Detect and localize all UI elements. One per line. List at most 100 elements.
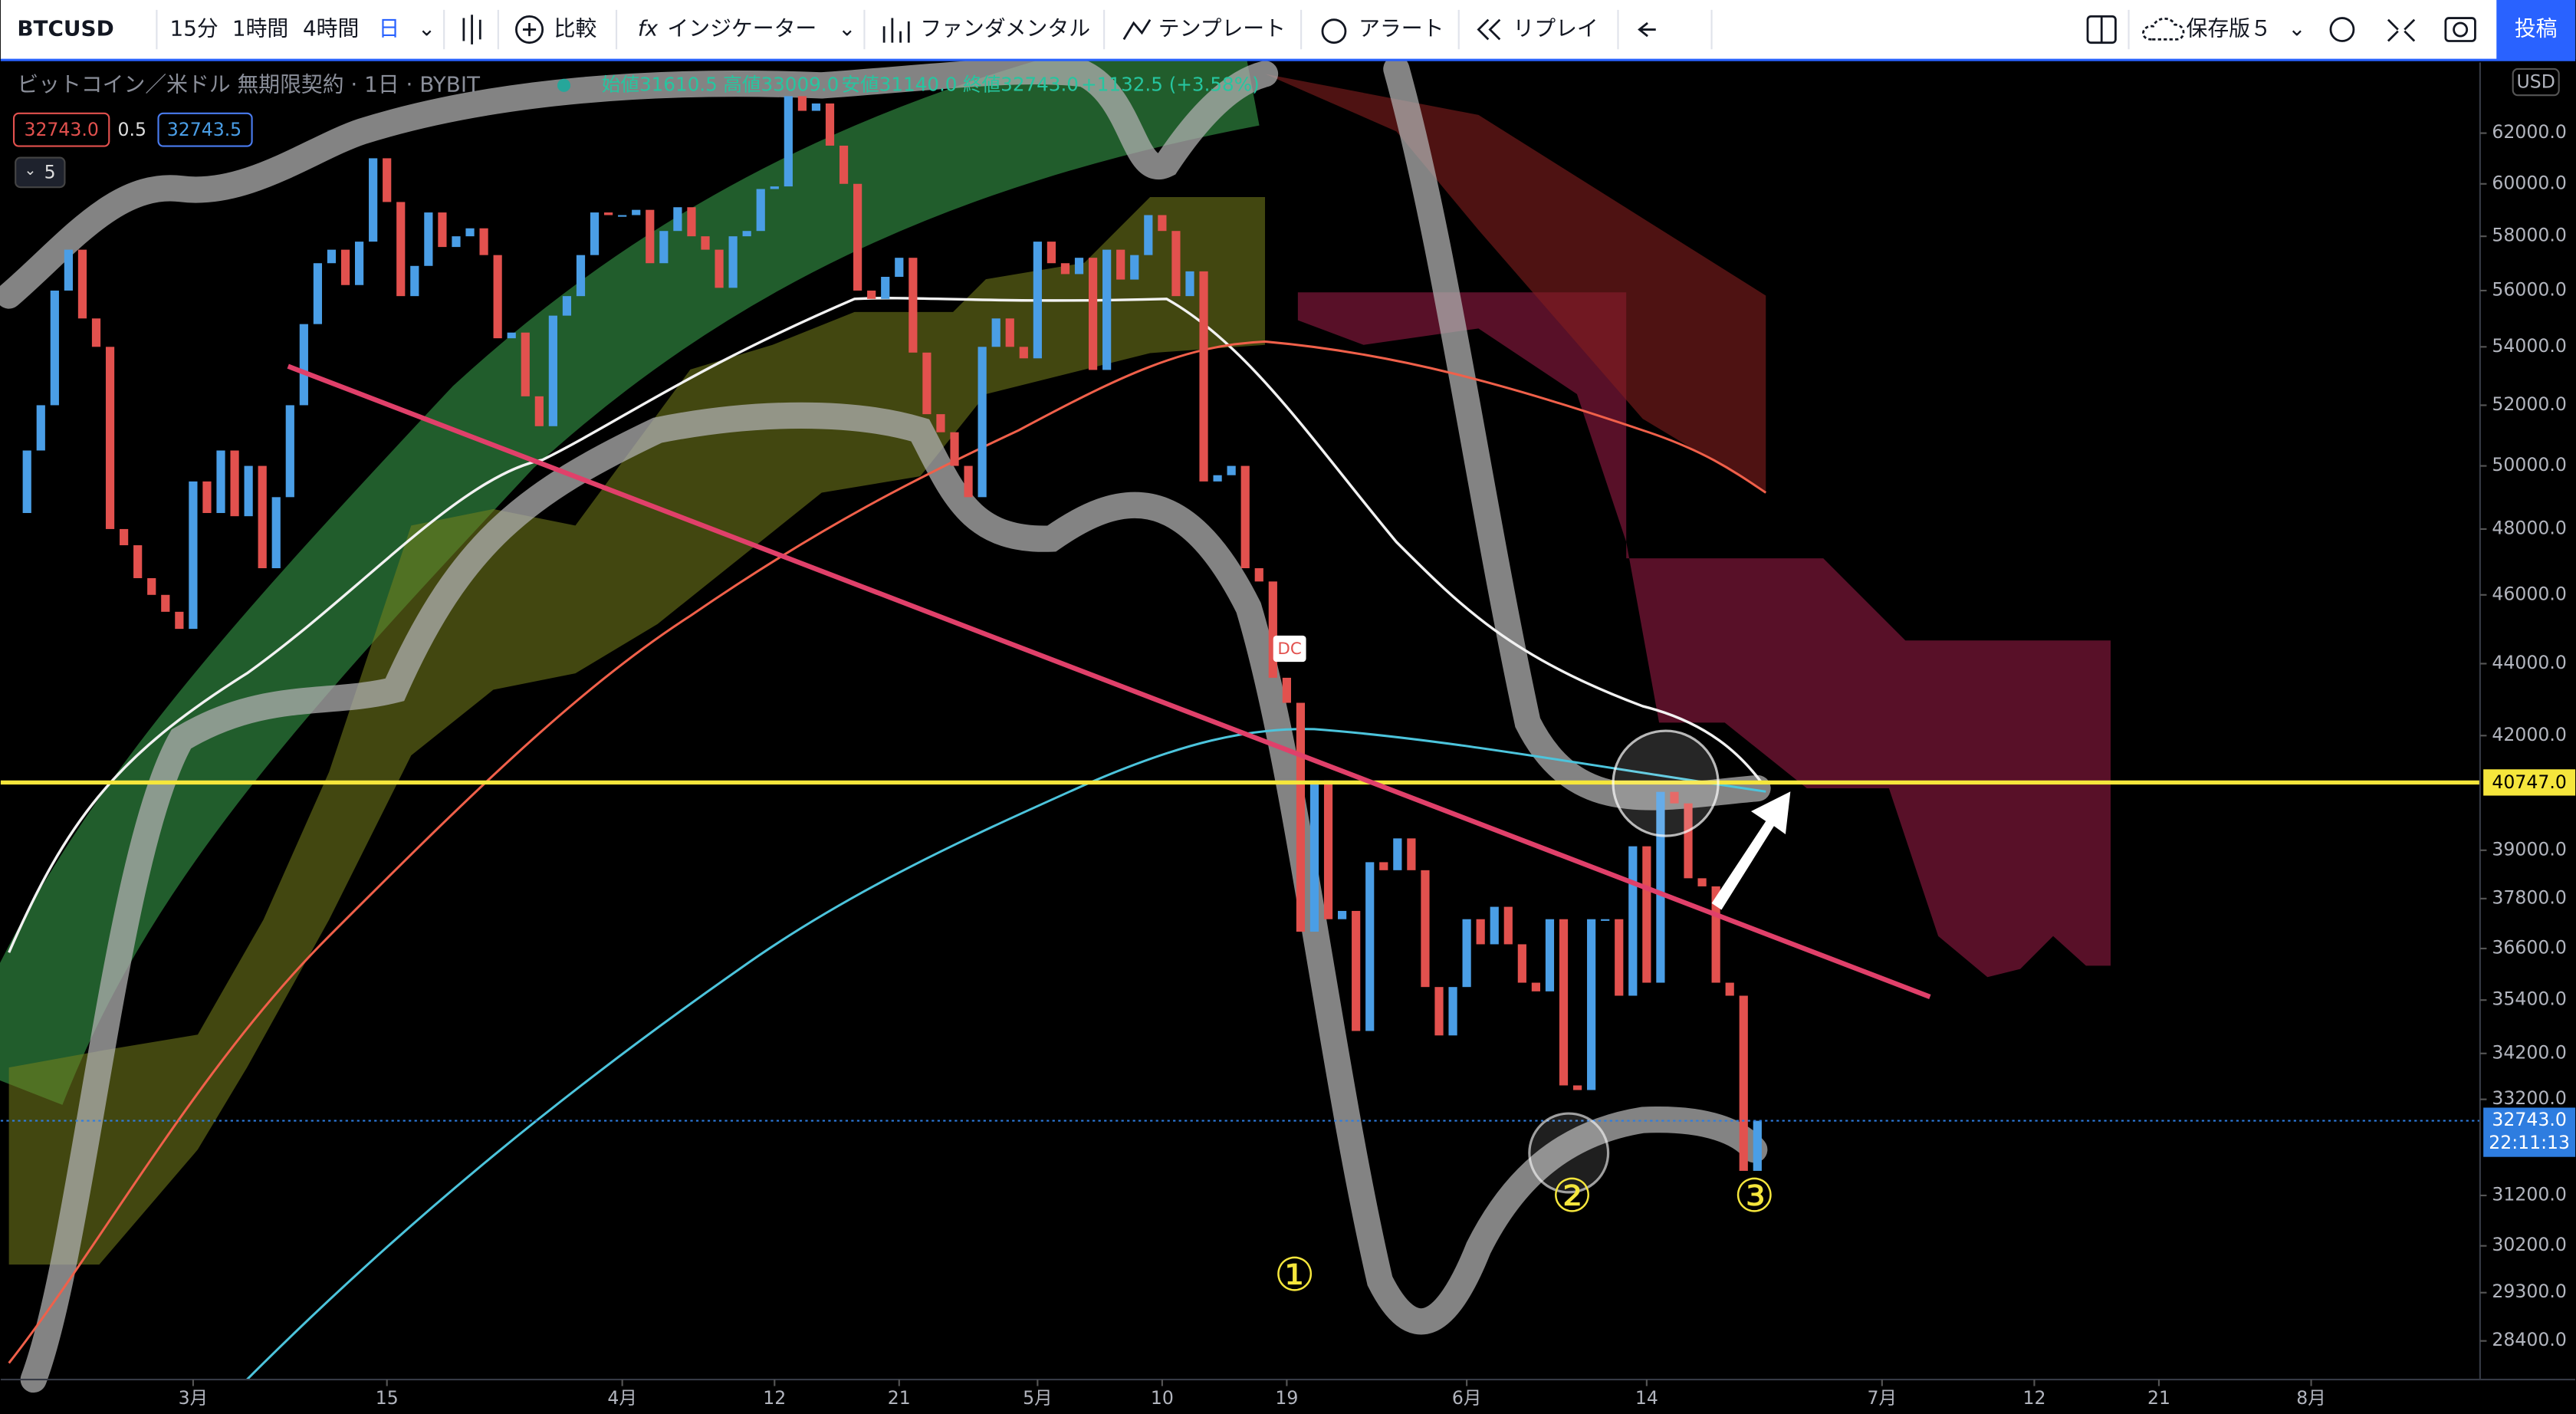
- candle-body: [50, 290, 59, 406]
- candle-body: [1144, 215, 1153, 255]
- candle-body: [424, 212, 433, 266]
- indicator-icon[interactable]: fx: [638, 16, 659, 41]
- candle-body: [452, 236, 461, 248]
- x-tick-label: 12: [763, 1387, 786, 1409]
- candle-body: [1601, 919, 1610, 921]
- template[interactable]: テンプレート: [1158, 16, 1286, 41]
- candle-body: [1130, 255, 1139, 280]
- ask: 32743.5: [167, 119, 242, 140]
- bollinger-upper: [0, 58, 1279, 309]
- template-icon[interactable]: [1122, 18, 1152, 41]
- candle-body: [1503, 906, 1513, 945]
- candle-body: [1254, 568, 1263, 582]
- candle-body: [1462, 919, 1471, 988]
- candle-body: [1559, 919, 1569, 1086]
- candle-body: [576, 255, 586, 297]
- chart-type-icon[interactable]: [462, 15, 481, 44]
- candle-body: [285, 405, 294, 498]
- candle-body: [1365, 862, 1375, 1031]
- compare[interactable]: 比較: [554, 16, 597, 41]
- undo-icon[interactable]: [1638, 21, 1656, 38]
- x-tick-label: 6月: [1452, 1387, 1482, 1409]
- fundamental-icon[interactable]: [882, 18, 910, 43]
- candle-body: [1407, 838, 1416, 870]
- compare-icon[interactable]: [515, 15, 544, 44]
- symbol[interactable]: BTCUSD: [17, 16, 113, 41]
- ma-50: [8, 340, 1767, 1364]
- interval[interactable]: 15分: [170, 16, 219, 41]
- cloud-icon[interactable]: [2142, 17, 2185, 41]
- interval[interactable]: 日: [379, 16, 400, 41]
- candle-body: [1282, 677, 1291, 703]
- x-tick-label: 21: [888, 1387, 911, 1409]
- candle-body: [604, 212, 613, 215]
- candle-body: [1296, 702, 1306, 932]
- candle-body: [493, 255, 502, 339]
- candle-body: [1739, 995, 1748, 1171]
- candle-body: [216, 450, 225, 514]
- y-tick-label: 46000.0: [2492, 583, 2566, 604]
- candle-body: [1379, 862, 1388, 870]
- publish-button[interactable]: [2496, 0, 2576, 60]
- last-price-box: [2483, 1107, 2576, 1157]
- bid: 32743.0: [24, 119, 98, 140]
- drawings: [0, 780, 2480, 1122]
- ma-20: [8, 297, 1763, 953]
- ohlc-low: 安値31140.0: [841, 73, 957, 95]
- replay-icon[interactable]: [1477, 18, 1501, 41]
- y-tick-label: 44000.0: [2492, 652, 2566, 673]
- candle-body: [936, 414, 945, 432]
- symbol-title: ビットコイン／米ドル 無期限契約 · 1日 · BYBIT: [17, 71, 481, 97]
- highlight-circle: [1612, 729, 1720, 837]
- interval-menu[interactable]: ⌄: [418, 16, 435, 41]
- candle-body: [410, 265, 419, 297]
- ask-box[interactable]: [157, 112, 253, 147]
- snapshot-icon[interactable]: [2453, 21, 2469, 38]
- settings-icon[interactable]: [2329, 17, 2355, 42]
- replay[interactable]: リプレイ: [1513, 16, 1598, 41]
- compare-icon[interactable]: [522, 22, 537, 37]
- candle-body: [881, 277, 890, 299]
- layout-name[interactable]: 保存版５: [2187, 16, 2272, 41]
- event-label: DC: [1277, 640, 1301, 659]
- candle-body: [673, 207, 682, 232]
- candle-body: [22, 450, 31, 514]
- candle-body: [438, 212, 447, 248]
- candle-body: [548, 315, 557, 426]
- x-tick-label: 15: [376, 1387, 399, 1409]
- alert-icon[interactable]: [1321, 18, 1347, 44]
- layout-menu[interactable]: ⌄: [2288, 16, 2305, 41]
- y-tick-label: 31200.0: [2492, 1183, 2566, 1205]
- alert[interactable]: アラート: [1359, 16, 1444, 41]
- level-label: 40747.0: [2492, 771, 2566, 793]
- bollinger-lower: [20, 402, 1768, 1393]
- candle-body: [687, 207, 696, 237]
- fullscreen-icon[interactable]: [2387, 18, 2416, 42]
- candle-body: [1323, 780, 1333, 919]
- x-tick-label: 19: [1275, 1387, 1298, 1409]
- trendline: [287, 363, 1931, 1000]
- snapshot-icon[interactable]: [2444, 17, 2476, 42]
- interval[interactable]: 4時間: [303, 16, 359, 41]
- ohlc-close: 終値32743.0: [963, 73, 1079, 95]
- candle-body: [36, 405, 45, 451]
- x-tick-label: 12: [2022, 1387, 2045, 1409]
- fundamental[interactable]: ファンダメンタル: [920, 16, 1090, 41]
- candle-body: [244, 465, 253, 517]
- candle-body: [909, 258, 918, 353]
- candle-body: [396, 202, 406, 297]
- interval[interactable]: 1時間: [232, 16, 288, 41]
- y-tick-label: 58000.0: [2492, 225, 2566, 246]
- candle-body: [1531, 982, 1540, 991]
- candle-body: [1628, 846, 1638, 996]
- y-tick-label: 48000.0: [2492, 517, 2566, 538]
- indicators-menu[interactable]: ⌄: [838, 16, 856, 41]
- bid-box[interactable]: [12, 112, 110, 147]
- candle-body: [1711, 886, 1720, 983]
- x-tick-label: 14: [1635, 1387, 1658, 1409]
- candle-body: [230, 450, 239, 517]
- y-tick-label: 37800.0: [2492, 886, 2566, 908]
- indicators[interactable]: インジケーター: [667, 16, 816, 41]
- x-tick-label: 10: [1151, 1387, 1174, 1409]
- collapse-button[interactable]: [15, 156, 66, 189]
